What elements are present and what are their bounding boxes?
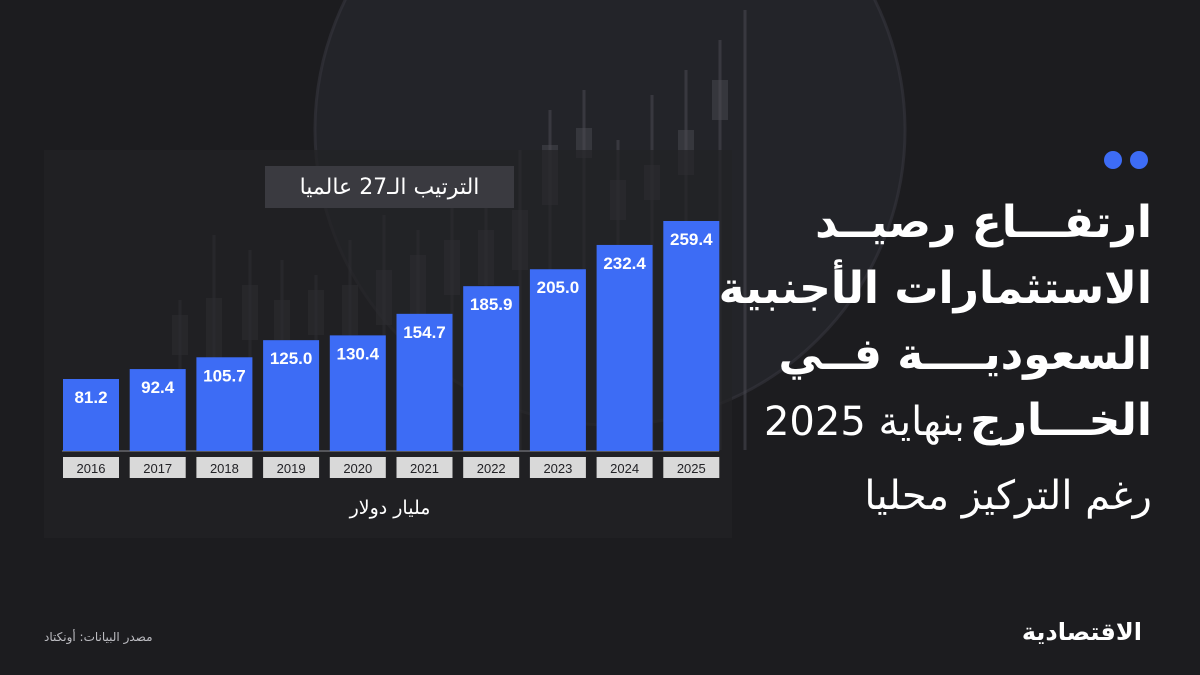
value-label-2019: 125.0 [270, 349, 313, 368]
bar-2024 [596, 244, 653, 451]
category-label-2025: 2025 [677, 461, 706, 476]
headline-line-2: الاستثمارات الأجنبية [718, 263, 1152, 314]
publisher-logo: الاقتصادية [1021, 618, 1142, 646]
category-label-2018: 2018 [210, 461, 239, 476]
category-label-2024: 2024 [610, 461, 639, 476]
data-source: مصدر البيانات: أونكتاد [44, 630, 153, 644]
headline-line-4: الخـــارج بنهاية 2025 [592, 388, 1152, 463]
category-label-2017: 2017 [143, 461, 172, 476]
bar-2019 [263, 340, 320, 451]
category-label-bg-2024 [596, 457, 653, 478]
category-label-2016: 2016 [77, 461, 106, 476]
accent-dot [1104, 151, 1122, 169]
bar-2023 [529, 269, 586, 451]
category-label-2020: 2020 [343, 461, 372, 476]
value-label-2017: 92.4 [141, 378, 175, 397]
bar-2017 [129, 369, 186, 451]
bar-2021 [396, 313, 453, 451]
accent-dots [1104, 151, 1148, 169]
accent-dot [1130, 151, 1148, 169]
headline: ارتفـــاع رصيــد الاستثمارات الأجنبية ال… [592, 190, 1152, 529]
category-label-2023: 2023 [543, 461, 572, 476]
category-label-bg-2022 [463, 457, 520, 478]
value-label-2023: 205.0 [537, 278, 580, 297]
headline-line-1: ارتفـــاع رصيــد [815, 197, 1152, 248]
category-label-bg-2021 [396, 457, 453, 478]
bar-2020 [329, 335, 386, 451]
bar-2025 [663, 221, 720, 451]
value-label-2016: 81.2 [74, 388, 107, 407]
category-label-bg-2023 [529, 457, 586, 478]
headline-line-4-bold: الخـــارج [970, 395, 1152, 446]
category-label-2022: 2022 [477, 461, 506, 476]
value-label-2018: 105.7 [203, 366, 246, 385]
category-label-bg-2016 [63, 457, 119, 478]
category-label-bg-2018 [196, 457, 253, 478]
value-label-2021: 154.7 [403, 323, 446, 342]
unit-label: مليار دولار [349, 497, 431, 519]
value-label-2020: 130.4 [337, 344, 380, 363]
value-label-2024: 232.4 [603, 254, 646, 273]
category-label-bg-2025 [663, 457, 720, 478]
headline-line-3: السعوديــــة فــي [778, 329, 1152, 380]
rank-badge: الترتيب الـ27 عالميا [265, 166, 514, 208]
value-label-2025: 259.4 [670, 230, 713, 249]
value-label-2022: 185.9 [470, 295, 513, 314]
headline-line-5: رغم التركيز محليا [864, 473, 1152, 519]
category-label-bg-2019 [263, 457, 320, 478]
bar-2022 [463, 286, 520, 451]
category-label-bg-2017 [129, 457, 186, 478]
category-label-bg-2020 [329, 457, 386, 478]
headline-line-4-rest: بنهاية 2025 [763, 399, 965, 445]
bar-2018 [196, 357, 253, 451]
category-label-2021: 2021 [410, 461, 439, 476]
bar-2016 [63, 379, 119, 451]
category-label-2019: 2019 [277, 461, 306, 476]
